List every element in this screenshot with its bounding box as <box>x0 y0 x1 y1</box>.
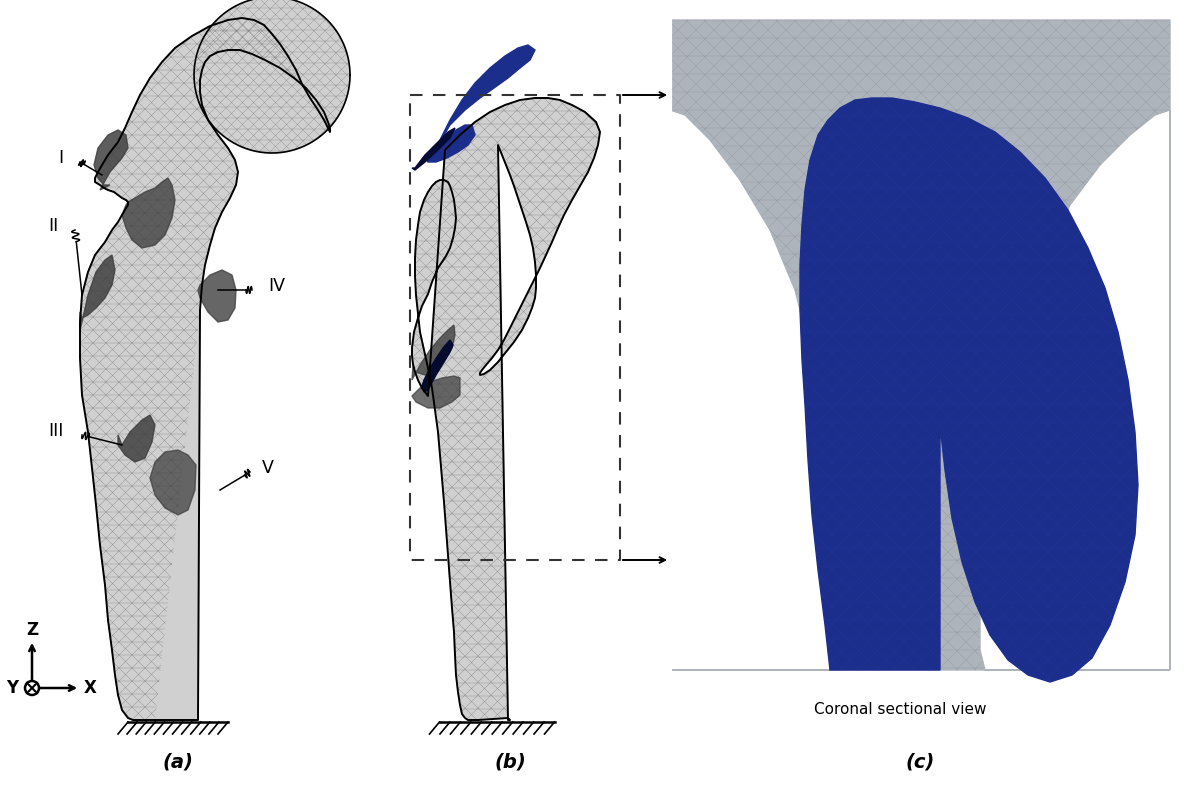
Text: Coronal sectional view: Coronal sectional view <box>814 703 986 718</box>
Polygon shape <box>122 178 175 248</box>
Polygon shape <box>670 20 1170 670</box>
Text: (a): (a) <box>162 753 193 772</box>
Text: III: III <box>49 422 64 440</box>
Polygon shape <box>118 415 155 462</box>
Text: (b): (b) <box>494 753 526 772</box>
Polygon shape <box>80 18 330 720</box>
Text: II: II <box>48 217 58 235</box>
Polygon shape <box>422 340 454 392</box>
Polygon shape <box>80 255 115 330</box>
Text: X: X <box>84 679 96 697</box>
Polygon shape <box>660 10 1180 680</box>
Text: V: V <box>262 459 274 477</box>
Polygon shape <box>412 98 600 720</box>
Polygon shape <box>194 0 350 153</box>
Polygon shape <box>425 125 475 162</box>
Polygon shape <box>94 130 128 190</box>
Polygon shape <box>436 45 535 155</box>
Polygon shape <box>800 98 1138 682</box>
Text: Y: Y <box>6 679 18 697</box>
Polygon shape <box>412 376 460 408</box>
Polygon shape <box>150 450 196 515</box>
Text: I: I <box>58 149 64 167</box>
Circle shape <box>25 681 38 695</box>
Text: Z: Z <box>26 621 38 639</box>
Polygon shape <box>412 128 455 170</box>
Polygon shape <box>198 270 236 322</box>
Text: (c): (c) <box>905 753 935 772</box>
Polygon shape <box>412 325 455 380</box>
Text: IV: IV <box>268 277 286 295</box>
